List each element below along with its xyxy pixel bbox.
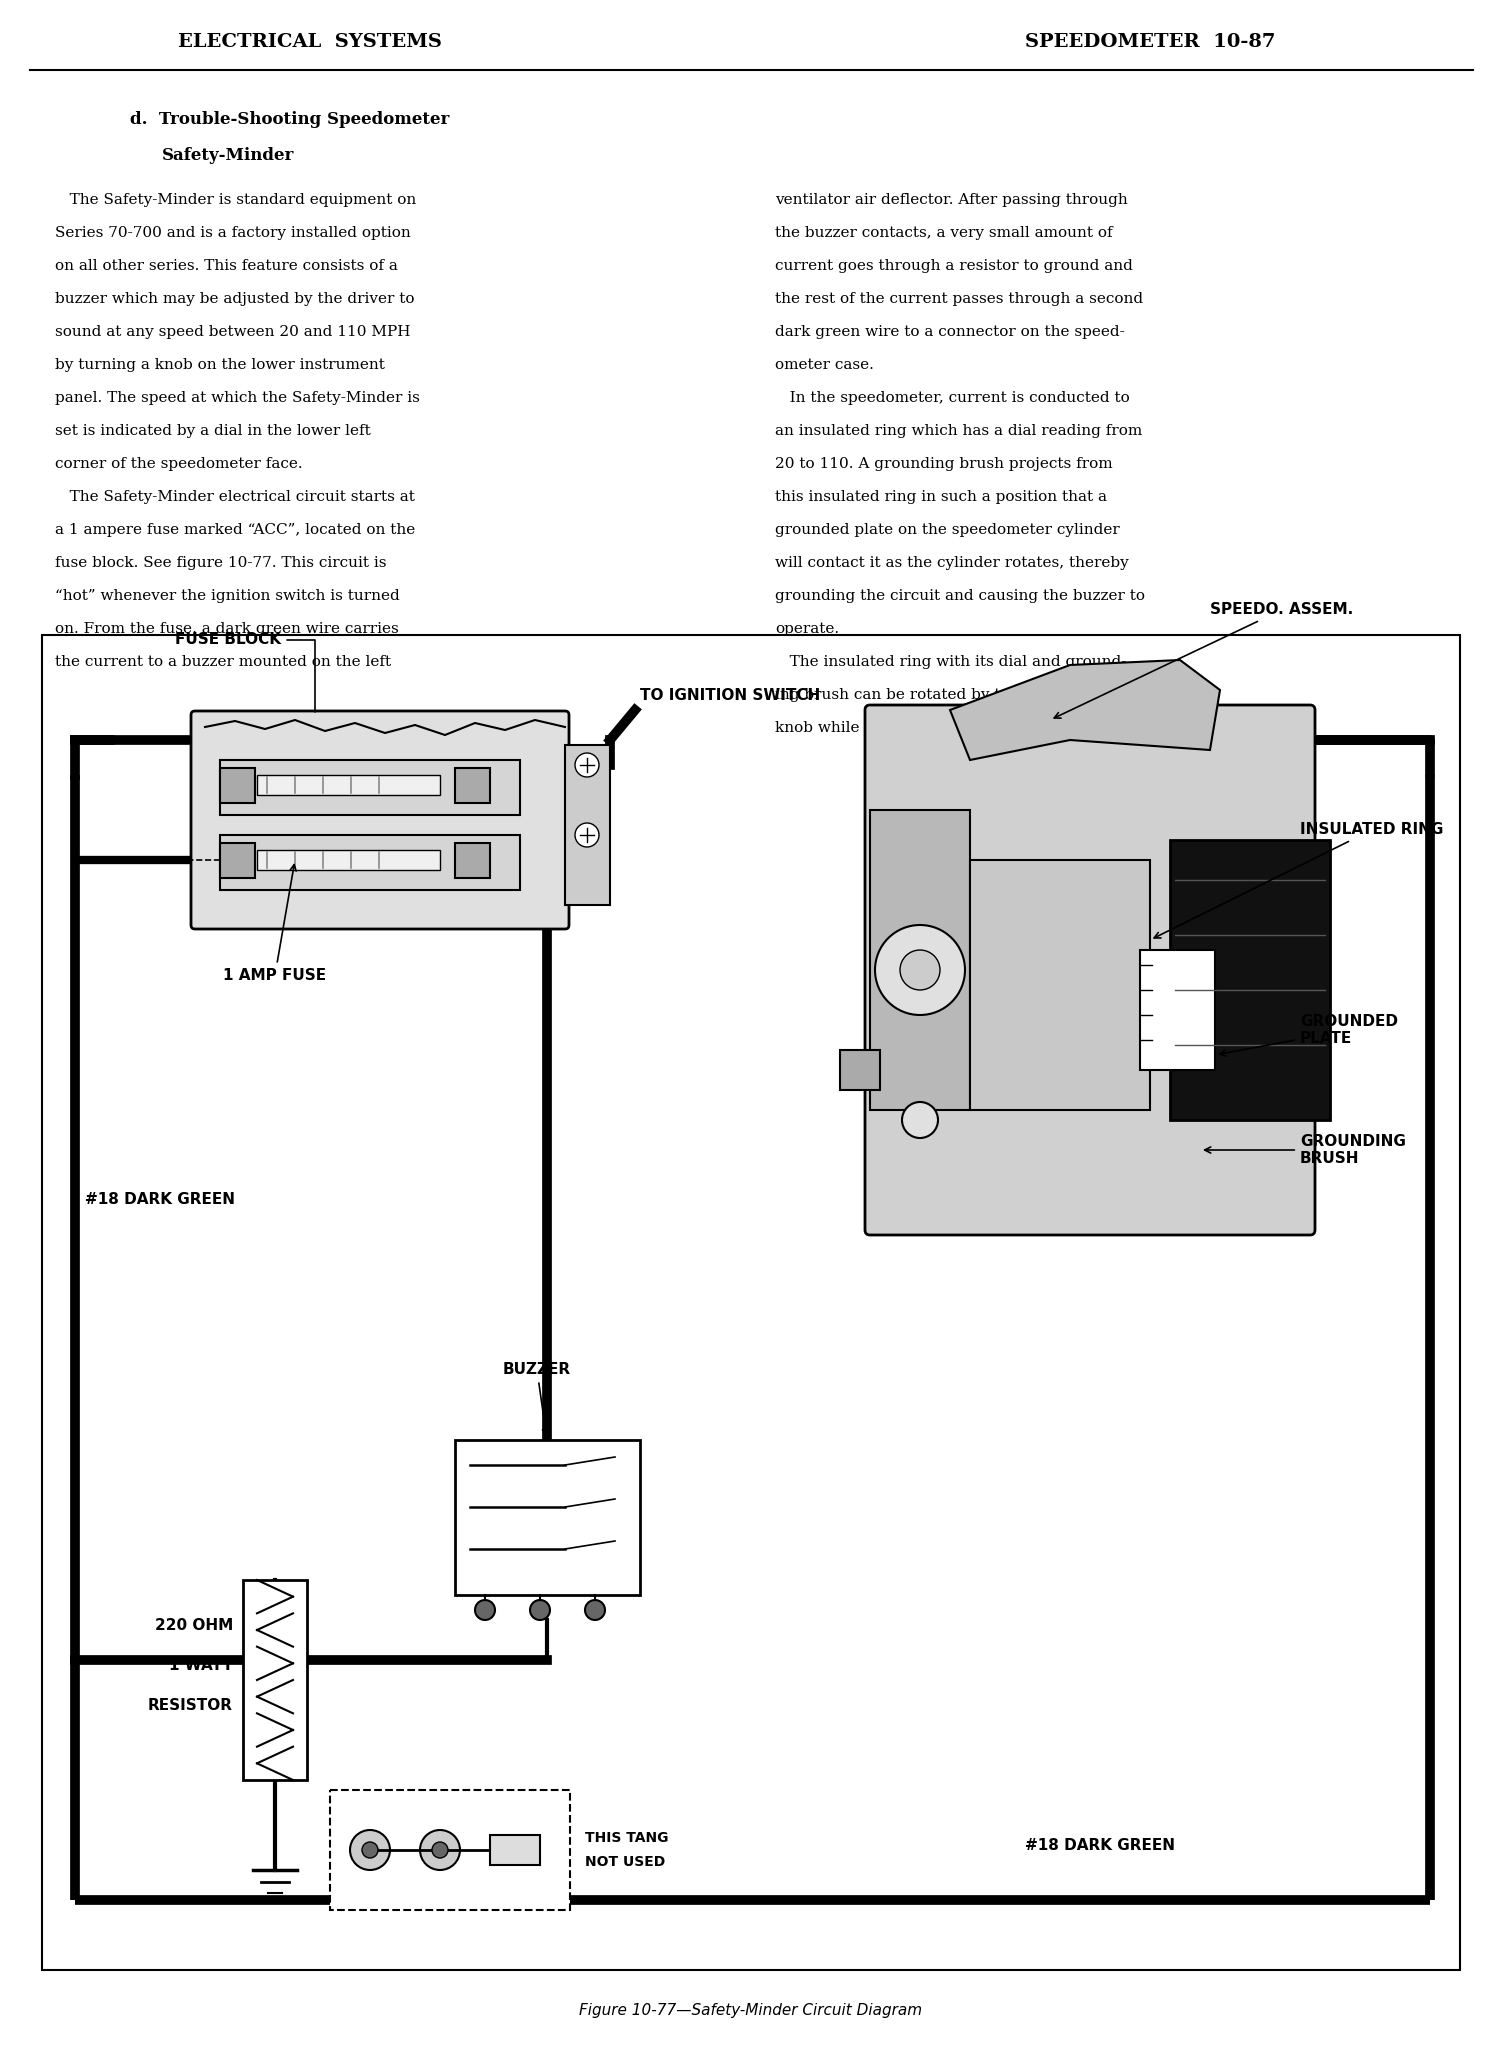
Text: Figure 10-77—Safety-Minder Circuit Diagram: Figure 10-77—Safety-Minder Circuit Diagr… — [580, 2003, 923, 2017]
Text: 1 WATT: 1 WATT — [168, 1657, 233, 1673]
Bar — [455, 844, 490, 879]
Circle shape — [585, 1599, 606, 1620]
Circle shape — [362, 1841, 377, 1858]
Bar — [243, 1579, 307, 1780]
Text: GROUNDED
PLATE: GROUNDED PLATE — [1219, 1014, 1398, 1057]
Text: dark green wire to a connector on the speed-: dark green wire to a connector on the sp… — [776, 326, 1124, 340]
Bar — [257, 774, 440, 795]
Text: d.  Trouble-Shooting Speedometer: d. Trouble-Shooting Speedometer — [129, 111, 449, 129]
Text: #18 DARK GREEN: #18 DARK GREEN — [1025, 1837, 1175, 1853]
Bar — [490, 1835, 540, 1866]
Text: current goes through a resistor to ground and: current goes through a resistor to groun… — [776, 258, 1133, 272]
Text: FUSE BLOCK: FUSE BLOCK — [174, 633, 316, 713]
Bar — [219, 836, 520, 891]
Text: The Safety-Minder is standard equipment on: The Safety-Minder is standard equipment … — [56, 193, 416, 207]
Text: Series 70-700 and is a factory installed option: Series 70-700 and is a factory installed… — [56, 225, 410, 240]
FancyBboxPatch shape — [191, 711, 570, 930]
Text: corner of the speedometer face.: corner of the speedometer face. — [56, 457, 302, 471]
Text: ing brush can be rotated by turning the reset: ing brush can be rotated by turning the … — [776, 688, 1126, 702]
Bar — [331, 1790, 570, 1911]
Circle shape — [576, 754, 600, 776]
Text: an insulated ring which has a dial reading from: an insulated ring which has a dial readi… — [776, 424, 1142, 438]
Circle shape — [900, 950, 939, 989]
Bar — [219, 760, 520, 815]
Text: 110: 110 — [1166, 1034, 1187, 1044]
Text: 220 OHM: 220 OHM — [155, 1618, 233, 1632]
Text: fuse block. See figure 10-77. This circuit is: fuse block. See figure 10-77. This circu… — [56, 555, 386, 569]
Text: the current to a buzzer mounted on the left: the current to a buzzer mounted on the l… — [56, 655, 391, 670]
Polygon shape — [950, 659, 1220, 760]
Text: buzzer which may be adjusted by the driver to: buzzer which may be adjusted by the driv… — [56, 293, 415, 305]
Bar — [455, 768, 490, 803]
Text: ometer case.: ometer case. — [776, 358, 873, 373]
Circle shape — [576, 823, 600, 848]
Text: ventilator air deflector. After passing through: ventilator air deflector. After passing … — [776, 193, 1127, 207]
Text: THIS TANG: THIS TANG — [585, 1831, 669, 1845]
Text: SPEEDOMETER  10-87: SPEEDOMETER 10-87 — [1025, 33, 1275, 51]
Bar — [219, 768, 256, 803]
Text: grounded plate on the speedometer cylinder: grounded plate on the speedometer cylind… — [776, 522, 1120, 537]
Circle shape — [475, 1599, 494, 1620]
Circle shape — [875, 926, 965, 1016]
Text: RESISTOR: RESISTOR — [147, 1698, 233, 1712]
Text: GROUNDING
BRUSH: GROUNDING BRUSH — [1204, 1135, 1405, 1165]
Text: 100: 100 — [1166, 985, 1187, 995]
Circle shape — [531, 1599, 550, 1620]
Text: SPEEDO. ASSEM.: SPEEDO. ASSEM. — [1054, 602, 1353, 719]
Text: on. From the fuse, a dark green wire carries: on. From the fuse, a dark green wire car… — [56, 623, 398, 637]
Text: ELECTRICAL  SYSTEMS: ELECTRICAL SYSTEMS — [177, 33, 442, 51]
Text: sound at any speed between 20 and 110 MPH: sound at any speed between 20 and 110 MP… — [56, 326, 410, 340]
Text: #18 DARK GREEN: #18 DARK GREEN — [86, 1192, 234, 1208]
Circle shape — [419, 1831, 460, 1870]
Bar — [257, 850, 440, 870]
Text: “hot” whenever the ignition switch is turned: “hot” whenever the ignition switch is tu… — [56, 590, 400, 602]
Text: will contact it as the cylinder rotates, thereby: will contact it as the cylinder rotates,… — [776, 555, 1129, 569]
Text: The Safety-Minder electrical circuit starts at: The Safety-Minder electrical circuit sta… — [56, 489, 415, 504]
Text: operate.: operate. — [776, 623, 839, 637]
Text: on all other series. This feature consists of a: on all other series. This feature consis… — [56, 258, 398, 272]
Bar — [219, 844, 256, 879]
Bar — [1169, 840, 1330, 1120]
Circle shape — [431, 1841, 448, 1858]
Text: INSULATED RING: INSULATED RING — [1154, 823, 1443, 938]
Text: by turning a knob on the lower instrument: by turning a knob on the lower instrumen… — [56, 358, 385, 373]
Text: a 1 ampere fuse marked “ACC”, located on the: a 1 ampere fuse marked “ACC”, located on… — [56, 522, 415, 537]
Text: 95: 95 — [1169, 961, 1184, 971]
Text: NOT USED: NOT USED — [585, 1855, 666, 1870]
Text: 20 to 110. A grounding brush projects from: 20 to 110. A grounding brush projects fr… — [776, 457, 1112, 471]
Bar — [1139, 950, 1214, 1069]
Bar — [455, 1440, 640, 1595]
Text: TO IGNITION SWITCH: TO IGNITION SWITCH — [640, 688, 821, 702]
Bar — [42, 635, 1459, 1970]
FancyBboxPatch shape — [866, 705, 1315, 1235]
Text: knob while observing the dial through a small: knob while observing the dial through a … — [776, 721, 1130, 735]
Text: the buzzer contacts, a very small amount of: the buzzer contacts, a very small amount… — [776, 225, 1112, 240]
Bar — [840, 1051, 879, 1090]
Text: set is indicated by a dial in the lower left: set is indicated by a dial in the lower … — [56, 424, 371, 438]
Text: panel. The speed at which the Safety-Minder is: panel. The speed at which the Safety-Min… — [56, 391, 419, 406]
Circle shape — [350, 1831, 389, 1870]
Text: the rest of the current passes through a second: the rest of the current passes through a… — [776, 293, 1144, 305]
Bar — [870, 811, 969, 1110]
Circle shape — [902, 1102, 938, 1139]
Text: 105: 105 — [1166, 1010, 1187, 1020]
Text: The insulated ring with its dial and ground-: The insulated ring with its dial and gro… — [776, 655, 1126, 670]
Text: In the speedometer, current is conducted to: In the speedometer, current is conducted… — [776, 391, 1130, 406]
Text: this insulated ring in such a position that a: this insulated ring in such a position t… — [776, 489, 1108, 504]
Bar — [969, 860, 1150, 1110]
Text: Safety-Minder: Safety-Minder — [162, 147, 295, 164]
Text: 1 AMP FUSE: 1 AMP FUSE — [224, 864, 326, 983]
Text: grounding the circuit and causing the buzzer to: grounding the circuit and causing the bu… — [776, 590, 1145, 602]
Bar — [565, 745, 610, 905]
Text: BUZZER: BUZZER — [504, 1362, 571, 1436]
